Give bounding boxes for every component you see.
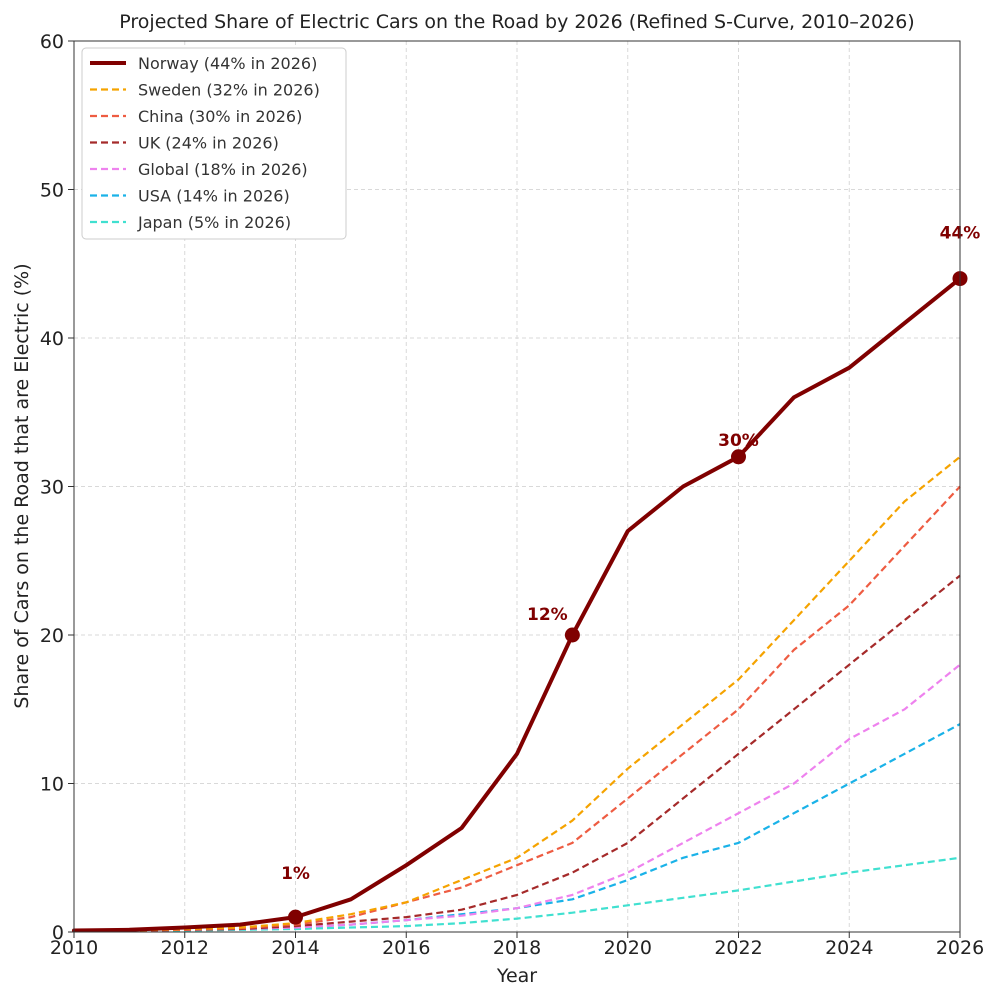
series-line-sweden: [73, 455, 961, 933]
x-tick-label: 2022: [714, 937, 762, 959]
annotation-marker: [731, 449, 746, 465]
y-tick-label: 40: [40, 328, 64, 350]
x-tick-label: 2012: [161, 937, 209, 959]
axis-ticks: 2010 2012 2014 2016 2018 2020 2022 2024 2026 0 10 2…: [40, 31, 984, 959]
annotation-label: 12%: [527, 605, 568, 625]
legend-entry: Global (18% in 2026): [138, 160, 308, 179]
legend-entry: China (30% in 2026): [138, 107, 302, 126]
legend-entry: Japan (5% in 2026): [137, 213, 291, 232]
y-tick-label: 30: [40, 477, 64, 499]
annotation-marker: [564, 627, 580, 643]
series-line-norway: [72, 276, 962, 933]
annotation-label: 1%: [281, 864, 310, 884]
y-tick-label: 20: [40, 625, 64, 647]
x-tick-label: 2016: [382, 937, 430, 959]
x-axis-label: Year: [496, 965, 537, 987]
annotation-marker: [288, 909, 303, 925]
x-tick-label: 2014: [271, 937, 319, 959]
y-tick-label: 0: [52, 922, 64, 944]
y-axis-label: Share of Cars on the Road that are Elect…: [11, 263, 33, 708]
annotations: 1%12%30%44%: [281, 224, 980, 925]
x-tick-label: 2018: [493, 937, 541, 959]
legend-entry: USA (14% in 2026): [138, 187, 290, 206]
y-tick-label: 10: [40, 774, 64, 796]
x-tick-label: 2010: [50, 937, 98, 959]
legend: Norway (44% in 2026) Sweden (32% in 2026)…: [81, 47, 347, 240]
series-lines: [72, 276, 962, 933]
annotation-label: 30%: [718, 431, 759, 451]
x-tick-label: 2024: [825, 937, 873, 959]
y-tick-label: 50: [40, 180, 64, 202]
chart-title: Projected Share of Electric Cars on the …: [119, 11, 914, 33]
legend-entry: Sweden (32% in 2026): [138, 81, 320, 100]
x-tick-label: 2026: [936, 937, 984, 959]
y-tick-label: 60: [40, 31, 64, 53]
legend-box: [81, 47, 347, 240]
legend-entry: UK (24% in 2026): [138, 134, 279, 153]
legend-entry: Norway (44% in 2026): [138, 54, 317, 73]
x-tick-label: 2020: [604, 937, 652, 959]
